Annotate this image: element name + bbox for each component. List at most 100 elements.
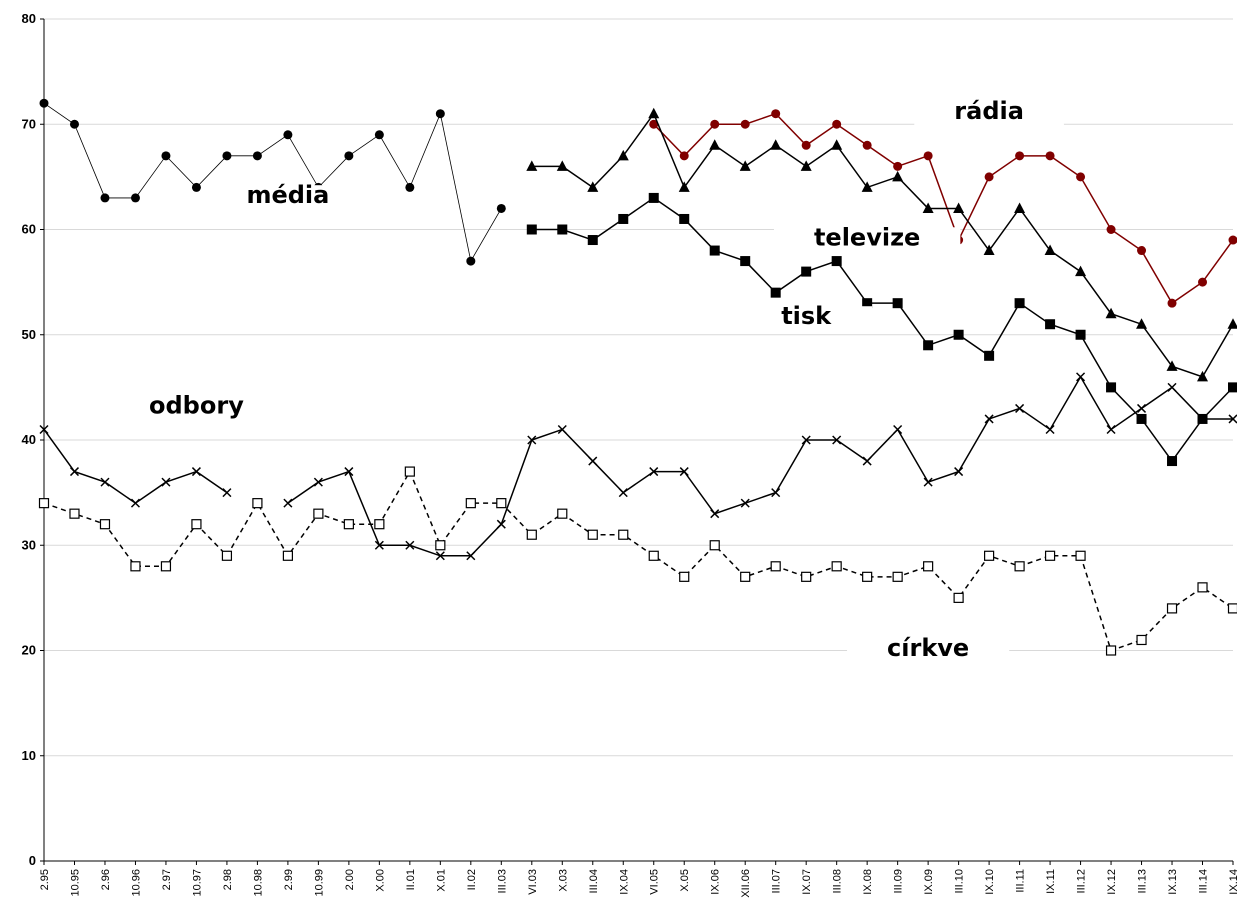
data-point [649,193,659,203]
data-point [101,478,109,486]
x-tick-label: 10.97 [191,869,203,897]
data-point [1076,330,1086,340]
x-tick-label: 2.95 [39,869,51,890]
x-tick-label: IX.11 [1045,869,1057,894]
data-point [131,499,139,507]
data-point [100,193,109,202]
data-point [70,120,79,129]
data-point [131,193,140,202]
data-point [710,541,719,550]
data-point [283,130,292,139]
y-tick-label: 30 [22,537,36,552]
data-point [1075,266,1086,277]
y-axis-ticks: 0 10 20 30 40 50 60 70 80 [22,11,44,868]
x-tick-label: IX.08 [862,869,874,895]
series-line [44,429,227,503]
x-tick-label: VI.05 [649,869,661,895]
data-point [801,267,811,277]
data-point [161,562,170,571]
data-point [375,520,384,529]
data-point [832,120,841,129]
x-tick-label: VI.03 [527,869,539,895]
data-point [162,478,170,486]
data-point [527,225,537,235]
data-point [1107,646,1116,655]
data-point [283,551,292,560]
data-point [924,478,932,486]
series-cirkve [40,467,1237,655]
x-tick-label: 2.97 [161,869,173,890]
data-point [557,225,567,235]
data-point [1046,151,1055,160]
data-point [1229,236,1237,245]
y-tick-label: 70 [22,116,36,131]
data-point [1046,425,1054,433]
data-point [680,151,689,160]
data-point [710,120,719,129]
data-point [893,298,903,308]
data-point [497,520,505,528]
y-tick-label: 60 [22,222,36,237]
x-tick-label: II.01 [405,869,417,890]
data-point [985,415,993,423]
data-point [1015,298,1025,308]
data-point [375,130,384,139]
data-point [70,509,79,518]
x-tick-label: IX.14 [1228,869,1237,895]
x-axis-ticks: 2.95 10.95 2.96 10.96 2.97 10.97 2.98 10.98 2.99… [39,861,1237,898]
series-label-cirkve: církve [887,634,969,662]
data-point [1046,551,1055,560]
data-point [131,562,140,571]
data-point [801,160,812,171]
x-tick-label: III.07 [771,869,783,893]
x-tick-label: III.10 [954,869,966,893]
data-point [558,509,567,518]
data-point [253,151,262,160]
data-point [893,162,902,171]
data-point [1168,604,1177,613]
x-tick-label: X.00 [374,869,386,892]
data-point [1138,404,1146,412]
x-tick-label: X.01 [435,869,447,892]
data-point [40,499,49,508]
data-point [1198,583,1207,592]
data-point [894,425,902,433]
data-point [466,499,475,508]
data-point [1016,404,1024,412]
data-point [466,257,475,266]
x-tick-label: III.03 [496,869,508,893]
data-point [618,214,628,224]
data-point [741,120,750,129]
data-point [314,478,322,486]
data-point [344,151,353,160]
data-point [1045,319,1055,329]
data-point [1076,172,1085,181]
x-tick-label: 10.98 [252,869,264,897]
x-tick-label: 2.96 [100,869,112,890]
data-point [985,172,994,181]
data-point [741,572,750,581]
data-point [1077,373,1085,381]
data-point [1015,151,1024,160]
x-tick-label: IX.06 [710,869,722,895]
x-tick-label: IX.04 [618,869,630,895]
x-tick-label: III.04 [588,869,600,893]
data-point [923,340,933,350]
y-tick-label: 20 [22,643,36,658]
data-point [1137,414,1147,424]
data-point [40,99,49,108]
data-point [161,151,170,160]
data-point [223,489,231,497]
data-point [192,468,200,476]
x-tick-label: III.13 [1137,869,1149,893]
data-point [954,330,964,340]
series-line [44,472,1233,651]
x-tick-label: IX.09 [923,869,935,895]
data-point [1015,562,1024,571]
series-label-televize: televize [814,223,920,251]
y-tick-label: 80 [22,11,36,26]
data-point [648,108,659,119]
x-tick-label: IX.10 [984,869,996,895]
series-label-odbory: odbory [149,392,244,420]
data-point [1198,278,1207,287]
